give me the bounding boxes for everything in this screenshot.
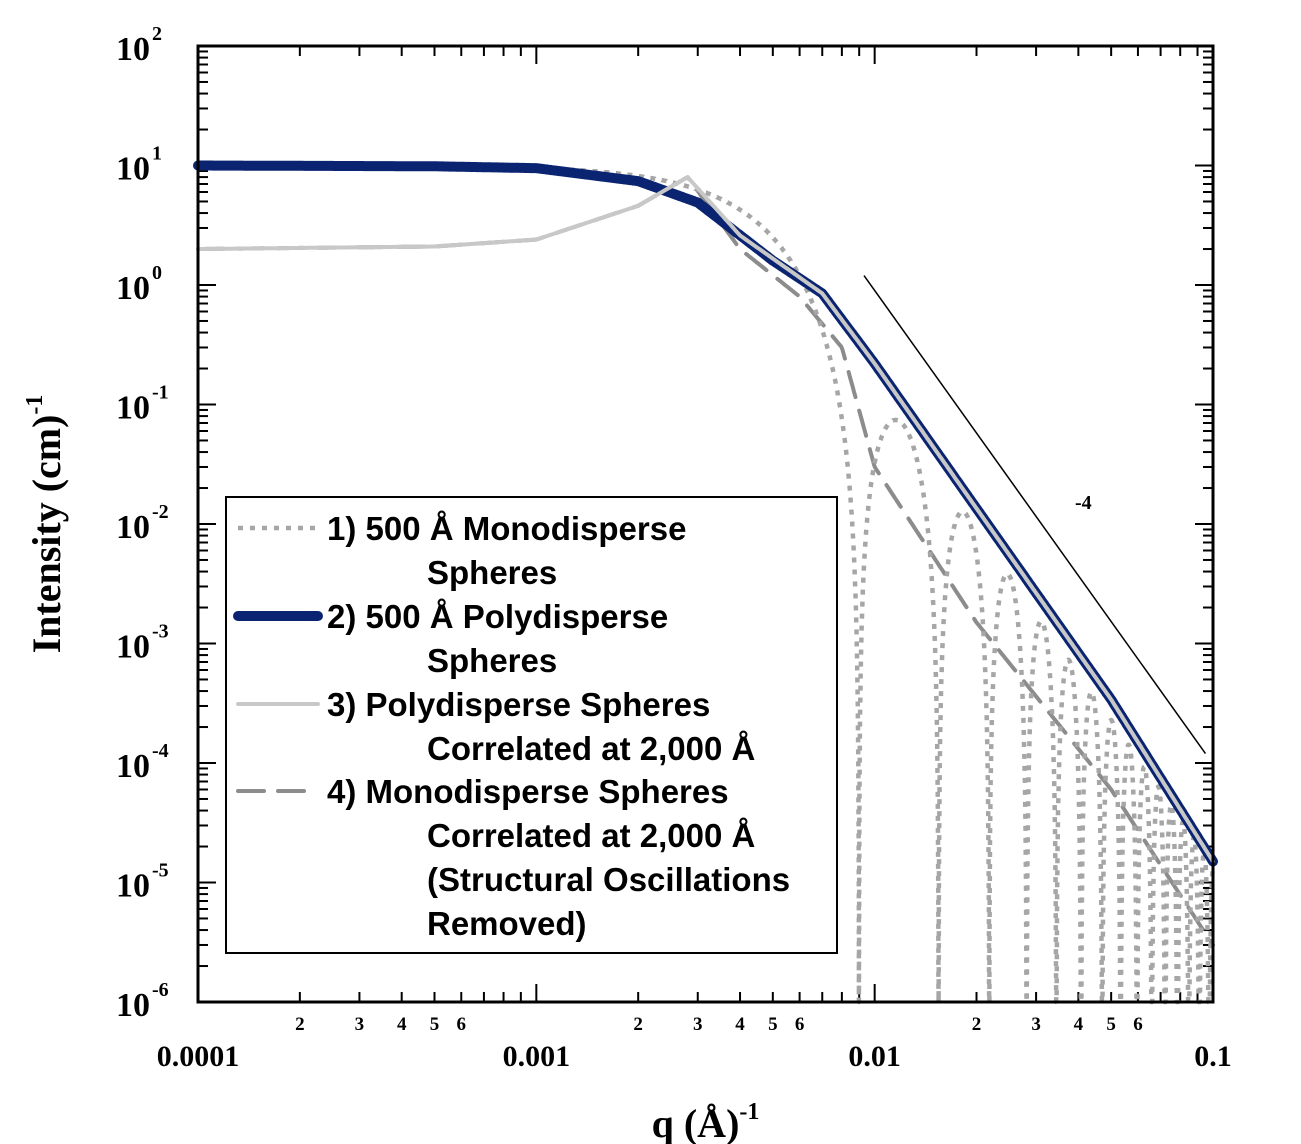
tick-layer <box>197 46 1213 1003</box>
y-tick-exponent: -4 <box>152 740 169 762</box>
x-minor-tick-label: 4 <box>735 1014 745 1035</box>
legend-box <box>225 496 838 954</box>
x-axis-title-superscript: -1 <box>739 1099 759 1125</box>
x-minor-tick-label: 6 <box>1133 1014 1143 1035</box>
x-minor-tick-label: 4 <box>397 1014 407 1035</box>
legend-label: 1) 500 Å Monodisperse <box>327 510 686 547</box>
y-tick-label: 10 <box>116 629 150 666</box>
x-minor-tick-label: 5 <box>1106 1014 1116 1035</box>
x-minor-tick-label: 2 <box>633 1014 643 1035</box>
series-layer <box>193 160 1218 1005</box>
x-tick-label: 0.0001 <box>157 1040 240 1073</box>
series-line-3 <box>196 175 1215 864</box>
x-minor-tick-label: 4 <box>1074 1014 1084 1035</box>
y-tick-label: 10 <box>116 868 150 905</box>
legend-label: Correlated at 2,000 Å <box>427 817 755 854</box>
legend-label: 3) Polydisperse Spheres <box>327 686 710 723</box>
y-tick-label: 10 <box>116 151 150 188</box>
legend-label: Correlated at 2,000 Å <box>427 730 755 767</box>
x-minor-tick-label: 5 <box>768 1014 778 1035</box>
x-tick-label: 0.001 <box>503 1040 571 1073</box>
y-axis-title-superscript: -1 <box>22 395 48 415</box>
x-tick-labels: 0.0001 0.001 0.01 0.12 3 4 5 6 2 3 4 5 6 2 3 4 5 6 <box>157 1014 1232 1073</box>
legend-label: Removed) <box>427 905 587 942</box>
legend-label: 4) Monodisperse Spheres <box>327 773 729 810</box>
y-tick-exponent: 2 <box>152 23 162 45</box>
y-tick-label: 10 <box>116 509 150 546</box>
legend-label: (Structural Oscillations <box>427 861 790 898</box>
x-tick-label: 0.01 <box>848 1040 901 1073</box>
y-tick-label: 10 <box>116 748 150 785</box>
annotation-layer <box>863 275 1207 754</box>
y-tick-label: 10 <box>116 987 150 1024</box>
y-tick-exponent: -2 <box>152 501 169 523</box>
y-tick-exponent: -1 <box>152 382 169 404</box>
y-tick-label: 10 <box>116 270 150 307</box>
x-tick-label: 0.1 <box>1194 1040 1232 1073</box>
y-tick-label: 10 <box>116 390 150 427</box>
x-minor-tick-label: 3 <box>355 1014 365 1035</box>
x-minor-tick-label: 6 <box>795 1014 805 1035</box>
legend-label: Spheres <box>427 554 557 591</box>
y-tick-exponent: 1 <box>152 143 162 165</box>
plot-frame <box>196 44 1215 1004</box>
legend-label: 2) 500 Å Polydisperse <box>327 598 668 635</box>
x-minor-tick-label: 5 <box>430 1014 440 1035</box>
x-axis-title: q (Å)-1 <box>652 1099 760 1144</box>
y-axis-title: Intensity (cm)-1 <box>22 395 69 654</box>
legend: 1) 500 Å Monodisperse Spheres 2) 500 Å Pol… <box>225 496 838 954</box>
x-minor-tick-label: 3 <box>693 1014 703 1035</box>
slope-annotation-label: -4 <box>1075 492 1092 514</box>
legend-label: Spheres <box>427 642 557 679</box>
x-minor-tick-label: 3 <box>1031 1014 1041 1035</box>
x-minor-tick-label: 2 <box>295 1014 305 1035</box>
y-tick-exponent: -6 <box>152 979 169 1001</box>
slope-line <box>863 275 1207 754</box>
y-tick-exponent: -3 <box>152 621 169 643</box>
x-minor-tick-label: 2 <box>972 1014 982 1035</box>
x-minor-tick-label: 6 <box>457 1014 467 1035</box>
y-tick-exponent: 0 <box>152 262 162 284</box>
y-tick-exponent: -5 <box>152 860 169 882</box>
y-tick-label: 10 <box>116 31 150 68</box>
